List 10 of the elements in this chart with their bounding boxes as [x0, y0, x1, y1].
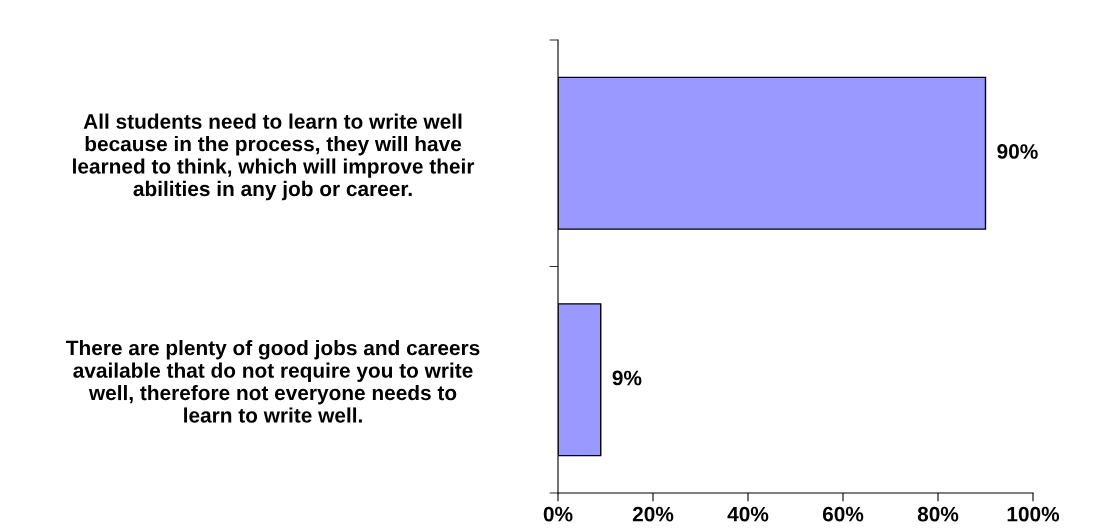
y-tick-label: All students need to learn to write well because in the process, they will have learned to think, which will improve their abilities in any job or career.: [73, 113, 475, 201]
x-tick-label: 20%: [632, 506, 674, 522]
x-tick-label: 80%: [917, 506, 959, 522]
data-label: 9%: [612, 370, 642, 386]
y-tick-label: There are plenty of good jobs and careers available that do not require you to write well, therefore not everyone needs to learn to write well.: [66, 340, 480, 423]
x-tick-label: 40%: [727, 506, 769, 522]
x-tick-label: 100%: [1007, 506, 1060, 522]
x-tick-label: 0%: [543, 506, 573, 522]
x-tick-label: 60%: [822, 506, 864, 522]
data-label: 90%: [997, 144, 1038, 159]
